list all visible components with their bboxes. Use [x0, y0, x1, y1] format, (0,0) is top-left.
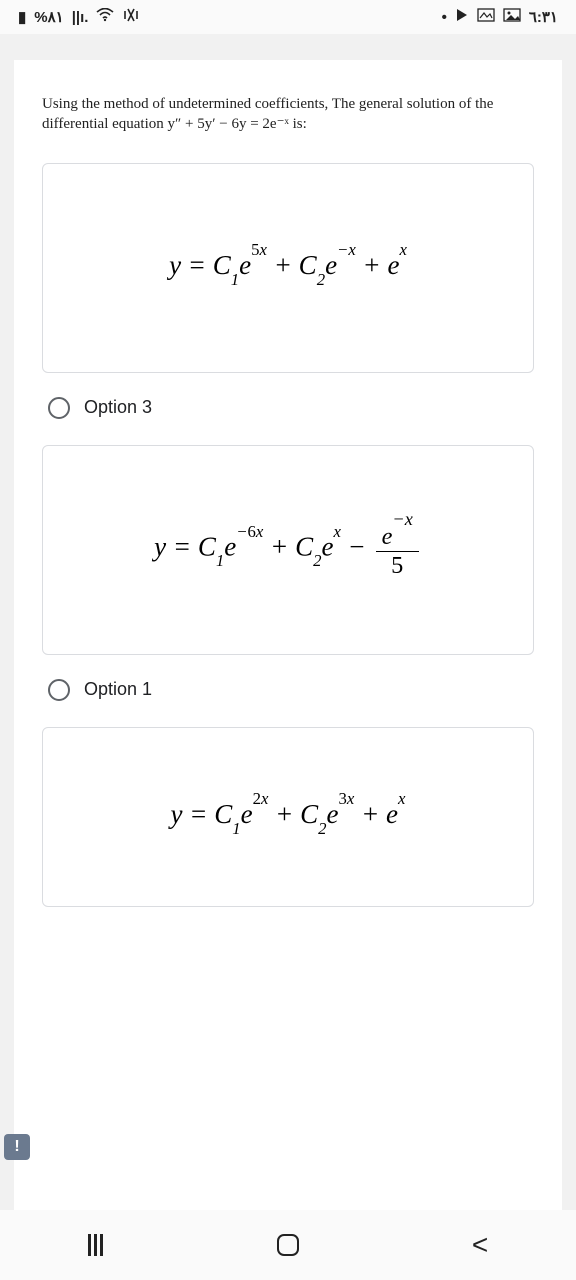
dot-icon: • — [442, 9, 447, 26]
option-row-3[interactable]: Option 3 — [48, 397, 534, 419]
status-bar: ▮ %۸۱ ||ı. • ٦:٣١ — [0, 0, 576, 34]
question-line1: Using the method of undetermined coeffic… — [42, 96, 493, 112]
play-icon — [455, 8, 469, 26]
question-text: Using the method of undetermined coeffic… — [42, 94, 534, 135]
clock-time: ٦:٣١ — [529, 8, 558, 26]
option-label-3: Option 3 — [84, 397, 152, 418]
landscape-icon — [477, 8, 495, 26]
android-nav-bar: < — [0, 1210, 576, 1280]
battery-icon: ▮ — [18, 8, 26, 26]
status-right: • ٦:٣١ — [442, 8, 558, 26]
nav-recent[interactable] — [1, 1234, 191, 1256]
battery-percent: %۸۱ — [34, 8, 63, 26]
signal-icon: ||ı. — [72, 9, 89, 26]
radio-3[interactable] — [48, 397, 70, 419]
image-icon — [503, 8, 521, 26]
radio-1[interactable] — [48, 679, 70, 701]
notification-badge-text: ! — [14, 1138, 19, 1156]
option-row-1[interactable]: Option 1 — [48, 679, 534, 701]
formula-next: y = C1e2x + C2e3x + ex — [171, 798, 406, 834]
notification-badge[interactable]: ! — [4, 1134, 30, 1160]
nav-back[interactable]: < — [385, 1229, 575, 1261]
formula-3: y = C1e5x + C2e−x + ex — [169, 249, 407, 285]
quiz-page: Using the method of undetermined coeffic… — [14, 60, 562, 1228]
question-line2: differential equation y″ + 5y′ − 6y = 2e… — [42, 116, 307, 132]
formula-1: y = C1e−6x + C2ex − e−x 5 — [154, 519, 422, 580]
option-box-next[interactable]: y = C1e2x + C2e3x + ex — [42, 727, 534, 907]
option-box-1[interactable]: y = C1e−6x + C2ex − e−x 5 — [42, 445, 534, 655]
option-box-3[interactable]: y = C1e5x + C2e−x + ex — [42, 163, 534, 373]
vibrate-icon — [122, 7, 140, 27]
status-left: ▮ %۸۱ ||ı. — [18, 7, 140, 27]
wifi-icon — [96, 8, 114, 26]
option-label-1: Option 1 — [84, 679, 152, 700]
nav-home[interactable] — [193, 1234, 383, 1256]
